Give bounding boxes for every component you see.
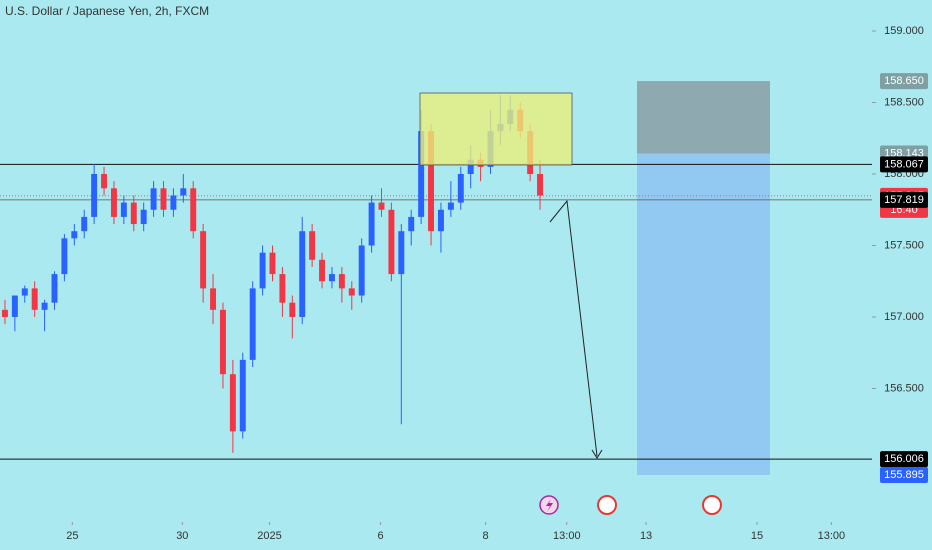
candle-body	[239, 359, 246, 432]
candle-body	[537, 174, 544, 196]
price-tag-label: 156.006	[884, 453, 924, 465]
x-tick-label: 13	[640, 530, 652, 542]
candle-body	[160, 188, 167, 210]
candle-body	[309, 231, 316, 260]
y-tick-label: 157.000	[884, 311, 924, 323]
candle-body	[11, 295, 18, 317]
candle-body	[249, 288, 256, 360]
x-tick-label: 8	[482, 530, 488, 542]
candle-body	[269, 252, 276, 275]
overlay	[419, 92, 722, 515]
axes: 159.000158.500158.000157.500157.000156.5…	[66, 25, 928, 542]
price-tag-label: 157.819	[884, 194, 924, 206]
candle-body	[408, 216, 415, 232]
candle-body	[328, 274, 335, 282]
chart-title: U.S. Dollar / Japanese Yen, 2h, FXCM	[5, 4, 209, 18]
price-tag	[880, 191, 928, 208]
candle-body	[200, 231, 207, 289]
candle-body	[338, 274, 345, 289]
candle-body	[150, 188, 157, 210]
arrow-head	[591, 449, 603, 459]
candle-body	[210, 288, 217, 310]
y-tick-label: 159.000	[884, 25, 924, 37]
candle-body	[61, 238, 68, 275]
candle-body	[319, 259, 326, 282]
candle-body	[190, 188, 197, 232]
candle-body	[180, 188, 187, 196]
drawings	[0, 81, 872, 475]
x-tick-label: 30	[176, 530, 188, 542]
price-tag-label: 158.650	[884, 75, 924, 87]
x-tick-label: 6	[377, 530, 383, 542]
candle-body	[31, 288, 38, 310]
price-tag-label: 158.067	[884, 158, 924, 170]
price-tag	[880, 73, 928, 90]
price-tag-label: 155.895	[884, 469, 924, 481]
candle-body	[279, 274, 286, 303]
candle-body	[447, 202, 454, 210]
price-tag	[880, 451, 928, 468]
candle-body	[437, 209, 444, 232]
candle-body	[398, 231, 405, 275]
price-tag	[880, 156, 928, 173]
price-tag	[880, 466, 928, 483]
y-tick-label: 156.500	[884, 382, 924, 394]
projection-arrow	[549, 199, 598, 457]
candle-body	[81, 216, 88, 232]
x-tick-label: 2025	[257, 530, 281, 542]
y-tick-label: 157.500	[884, 239, 924, 251]
candle-body	[41, 302, 48, 310]
candle-body	[418, 131, 425, 217]
candle-body	[348, 288, 355, 296]
candle-body	[170, 195, 177, 210]
candle-body	[91, 174, 98, 217]
candle-body	[71, 231, 78, 239]
target-zone	[637, 153, 770, 475]
event-icon[interactable]	[597, 495, 617, 515]
candle-body	[378, 202, 385, 210]
candle-body	[358, 245, 365, 296]
event-icon[interactable]	[702, 495, 722, 515]
candle-body	[467, 159, 474, 175]
x-tick-label: 13:00	[553, 530, 581, 542]
x-tick-label: 13:00	[818, 530, 846, 542]
x-tick-label: 15	[751, 530, 763, 542]
candle-body	[21, 288, 28, 296]
stop-zone	[637, 81, 770, 154]
candle-body	[1, 309, 8, 317]
candle-body	[299, 231, 306, 317]
candle-body	[51, 274, 58, 303]
candle-body	[219, 309, 226, 375]
event-icon-bolt	[546, 499, 553, 512]
candle-body	[130, 202, 137, 225]
candle-body	[259, 252, 266, 289]
candle-body	[428, 131, 435, 232]
candle-body	[120, 202, 127, 217]
candle-body	[289, 302, 296, 317]
x-tick-label: 25	[66, 530, 78, 542]
candle-body	[101, 174, 108, 189]
candle-body	[457, 174, 464, 203]
candle-body	[229, 374, 236, 432]
y-tick-label: 158.500	[884, 96, 924, 108]
candle-body	[388, 209, 395, 275]
candle-body	[110, 188, 117, 217]
candle-body	[368, 202, 375, 246]
range-box	[419, 92, 573, 166]
candle-body	[140, 209, 147, 225]
